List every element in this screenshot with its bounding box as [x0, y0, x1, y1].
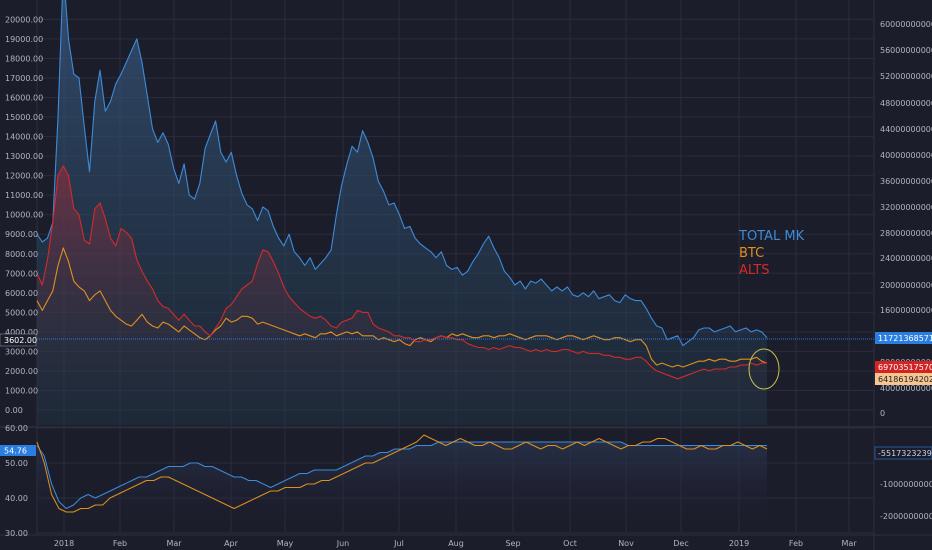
x-tick-label: May — [277, 539, 294, 548]
area-alts — [37, 165, 767, 425]
legend-entry-btc: BTC — [739, 246, 764, 261]
y-tick-label: 12000.00 — [5, 172, 43, 181]
legend-entry-alts: ALTS — [739, 263, 770, 278]
x-tick-label: Jun — [336, 539, 350, 548]
x-tick-label: 2019 — [729, 539, 749, 548]
value-tag-1: 69703517570 — [878, 363, 932, 372]
x-tick-label: Jul — [393, 539, 404, 548]
series-line-btc — [36, 247, 768, 368]
lower-value-tag-box — [874, 446, 932, 460]
y-tick-label: 1000.00 — [5, 386, 38, 395]
x-tick-label: Apr — [224, 539, 239, 548]
area-total-mk — [37, 0, 767, 425]
x-tick-label: Mar — [166, 539, 182, 548]
highlight-ellipse — [748, 348, 780, 390]
y-tick-label: 8000.00 — [5, 250, 38, 259]
y-tick-label: 9000.00 — [5, 230, 38, 239]
y-tick-label: 15000.00 — [5, 113, 43, 122]
y-tick-label: 20000.00 — [5, 15, 43, 24]
y-tick-label: 14000.00 — [5, 133, 43, 142]
y-tick-label: 0.00 — [5, 406, 23, 415]
axes: 2018 Feb Mar Apr May Jun Jul Aug Sep Oct Nov Dec 201… — [5, 15, 932, 548]
x-tick-label: Sep — [505, 539, 520, 548]
lower-plot-area — [36, 434, 768, 532]
lower-series-line-1 — [36, 434, 768, 513]
series-line-alts — [36, 165, 767, 380]
y-tick-label: 19000.00 — [5, 35, 43, 44]
lower-y-tick-label: 40.00 — [5, 494, 28, 503]
y-tick-label: 13000.00 — [5, 152, 43, 161]
right-y-tick-label: 560000000000 — [880, 46, 932, 55]
right-y-tick-label: 480000000000 — [880, 99, 932, 108]
y-tick-label: 5000.00 — [5, 308, 38, 317]
x-tick-label: Nov — [618, 539, 634, 548]
legend-entry-total-mk: TOTAL MK — [738, 229, 805, 244]
price-tag-main-box — [0, 333, 37, 347]
y-tick-label: 18000.00 — [5, 54, 43, 63]
x-tick-label: Oct — [563, 539, 577, 548]
y-tick-label: 17000.00 — [5, 74, 43, 83]
y-tick-label: 6000.00 — [5, 289, 38, 298]
right-y-tick-label: 360000000000 — [880, 177, 932, 186]
lower-y-tick-label: 30.00 — [5, 529, 28, 538]
price-tag-lower: 54.76 — [4, 447, 27, 456]
y-tick-label: 16000.00 — [5, 94, 43, 103]
value-tag-0: 117213685715 — [878, 334, 932, 343]
right-y-tick-label: 280000000000 — [880, 229, 932, 238]
lower-right-tick-label: -2000000000000 — [880, 512, 932, 521]
right-y-tick-label: 320000000000 — [880, 203, 932, 212]
price-tag-main: 3602.00 — [4, 336, 37, 345]
right-y-tick-label: 240000000000 — [880, 254, 932, 263]
x-tick-label: Aug — [448, 539, 464, 548]
y-tick-label: 10000.00 — [5, 211, 43, 220]
right-y-tick-label: 440000000000 — [880, 125, 932, 134]
panel-separator — [0, 426, 932, 428]
right-y-tick-label: 520000000000 — [880, 72, 932, 81]
value-tag-box-1 — [875, 361, 932, 373]
x-tick-label: Dec — [673, 539, 688, 548]
lower-y-tick-label: 50.00 — [5, 459, 28, 468]
y-tick-label: 3000.00 — [5, 347, 38, 356]
x-tick-label: Feb — [789, 539, 803, 548]
price-tag-lower-box — [0, 445, 36, 456]
value-tag-box-2 — [875, 373, 932, 385]
y-tick-label: 7000.00 — [5, 269, 38, 278]
lower-y-tick-label: 60.00 — [5, 424, 28, 433]
right-y-tick-label: 0 — [880, 409, 885, 418]
x-tick-label: Feb — [113, 539, 127, 548]
lower-area — [37, 442, 767, 532]
y-tick-label: 4000.00 — [5, 328, 38, 337]
x-tick-label: 2018 — [54, 539, 74, 548]
y-tick-label: 2000.00 — [5, 367, 38, 376]
right-y-tick-label: 40000000000 — [880, 384, 932, 393]
lower-value-tag: -55173232397 — [878, 449, 932, 458]
value-tag-box-0 — [875, 332, 932, 344]
right-y-tick-label: 600000000000 — [880, 20, 932, 29]
annotations: TOTAL MK BTC ALTS 3602.00 54.76 117213685715 6… — [0, 229, 932, 460]
right-y-tick-label: 200000000000 — [880, 281, 932, 290]
lower-right-tick-label: -1000000000000 — [880, 480, 932, 489]
value-tag-2: 64186194202 — [878, 375, 932, 384]
right-y-tick-label: 160000000000 — [880, 306, 932, 315]
y-tick-label: 11000.00 — [5, 191, 43, 200]
series-line-total-mk — [36, 0, 768, 347]
x-tick-label: Mar — [841, 539, 857, 548]
main-plot-area — [36, 0, 768, 425]
